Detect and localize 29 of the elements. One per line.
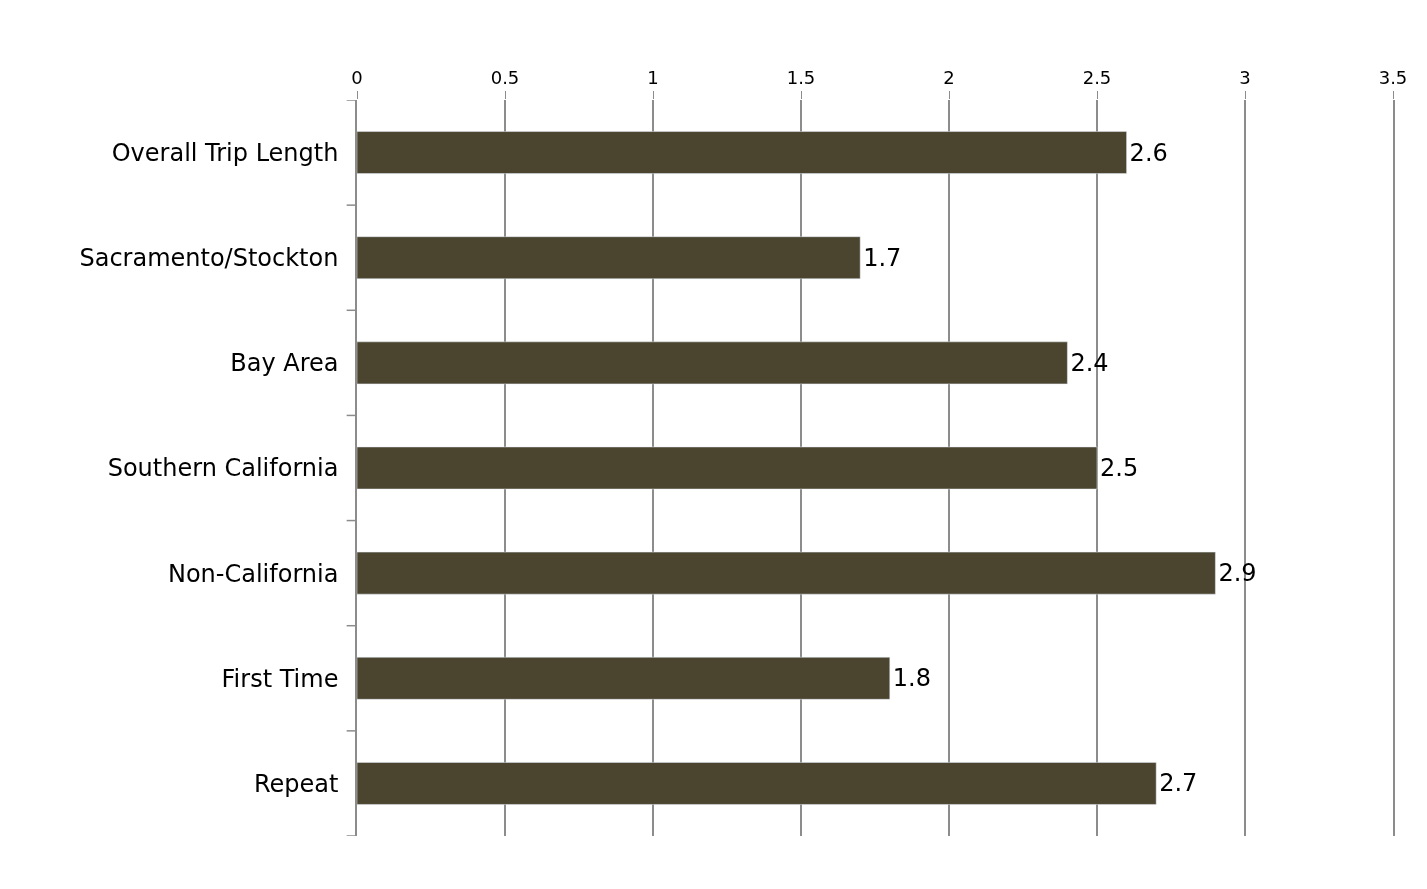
x-tick-label: 1.5 [786,66,816,88]
bar [357,446,1098,490]
data-label: 1.7 [863,243,902,272]
bar [357,657,891,700]
x-tick-label: 3 [1239,66,1251,88]
y-tick-label: First Time [221,664,339,693]
y-tick-label: Non-California [167,559,339,588]
data-label: 2.9 [1218,559,1257,588]
x-tick-label: 3.5 [1378,66,1408,88]
x-tick-label: 2.5 [1082,66,1112,88]
x-tick-label: 0.5 [490,66,520,88]
data-label: 1.8 [892,664,931,693]
bar [357,762,1157,805]
x-tick-label: 0 [351,66,363,88]
y-tick-label: Repeat [253,769,339,798]
y-tick-label: Overall Trip Length [111,138,339,167]
x-tick-label: 2 [943,66,955,88]
bar [357,131,1127,174]
x-tick-label: 1 [647,66,659,88]
data-label: 2.7 [1159,769,1198,798]
data-label: 2.5 [1100,454,1139,482]
y-tick-label: Southern California [107,454,339,483]
bar [357,551,1216,595]
data-label: 2.4 [1070,348,1109,377]
data-label: 2.6 [1129,138,1168,167]
bar [357,341,1068,385]
y-tick-label: Bay Area [230,349,339,378]
bar [357,236,861,279]
y-tick-label: Sacramento/Stockton [79,244,339,273]
